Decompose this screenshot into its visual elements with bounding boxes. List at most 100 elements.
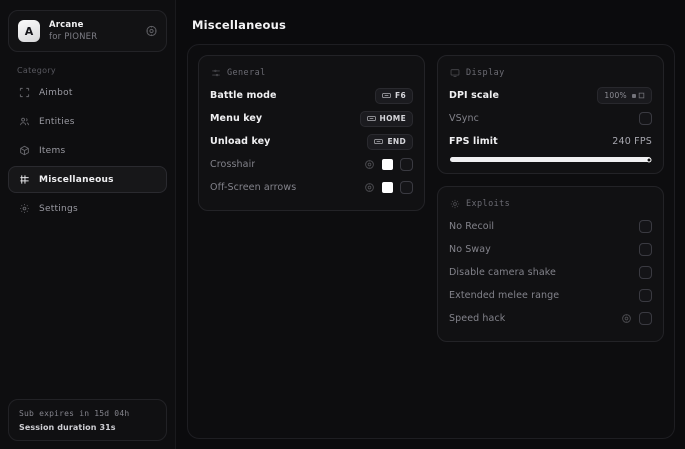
toggle-checkbox[interactable] [639, 289, 652, 302]
avatar: A [18, 20, 40, 42]
sliders-icon [210, 68, 221, 79]
sidebar-item-label: Items [39, 145, 66, 156]
exploits-panel-header: Exploits [449, 196, 652, 212]
keybind-value: F6 [395, 91, 406, 100]
subscription-status: Sub expires in 15d 04h [19, 409, 130, 418]
sidebar-item-label: Miscellaneous [39, 174, 114, 185]
profile-name: Arcane [49, 19, 84, 30]
row-label: Crosshair [210, 159, 256, 170]
toggle-checkbox[interactable] [639, 220, 652, 233]
gear-icon[interactable] [364, 159, 375, 170]
row-crosshair[interactable]: Crosshair [210, 153, 413, 176]
sidebar-item-items[interactable]: Items [8, 137, 167, 164]
toggle-checkbox[interactable] [639, 243, 652, 256]
row-dpi-scale[interactable]: DPI scale 100% [449, 84, 652, 107]
profile-card[interactable]: A Arcane for PIONER [8, 10, 167, 52]
row-label: No Sway [449, 244, 491, 255]
gear-icon [18, 203, 30, 215]
sidebar-nav: Aimbot Entities Items [8, 79, 167, 222]
exploits-panel: Exploits No Recoil No Sway [437, 186, 664, 342]
toggle-checkbox[interactable] [639, 112, 652, 125]
monitor-icon [449, 68, 460, 79]
dpi-scale-text: 100% [604, 91, 627, 100]
row-vsync[interactable]: VSync [449, 107, 652, 130]
profile-subtitle: for PIONER [49, 31, 98, 42]
row-control [639, 112, 652, 125]
right-column: Display DPI scale 100% [437, 55, 664, 342]
sidebar: A Arcane for PIONER Category Ai [0, 0, 176, 449]
sidebar-item-aimbot[interactable]: Aimbot [8, 79, 167, 106]
profile-text: Arcane for PIONER [49, 20, 97, 42]
status-card: Sub expires in 15d 04h Session duration … [8, 399, 167, 441]
main-content: Miscellaneous General [176, 0, 685, 449]
row-label: Unload key [210, 136, 271, 147]
sidebar-item-label: Aimbot [39, 87, 73, 98]
display-panel: Display DPI scale 100% [437, 55, 664, 174]
toggle-checkbox[interactable] [400, 158, 413, 171]
row-label: DPI scale [449, 90, 499, 101]
toggle-checkbox[interactable] [639, 266, 652, 279]
keybind-value: END [387, 137, 406, 146]
left-column: General Battle mode F6 Menu key [198, 55, 425, 211]
people-icon [18, 116, 30, 128]
row-control: F6 [375, 87, 413, 104]
keybind-value: HOME [379, 114, 406, 123]
keybind-button[interactable]: HOME [359, 110, 413, 127]
row-control: END [367, 133, 413, 150]
display-panel-header: Display [449, 65, 652, 81]
grid-icon [18, 174, 30, 186]
row-disable-camera-shake[interactable]: Disable camera shake [449, 261, 652, 284]
gear-icon[interactable] [364, 182, 375, 193]
row-label: Battle mode [210, 90, 277, 101]
row-label: FPS limit [449, 136, 498, 147]
row-no-recoil[interactable]: No Recoil [449, 215, 652, 238]
toggle-checkbox[interactable] [639, 312, 652, 325]
crosshair-icon [18, 87, 30, 99]
toggle-checkbox[interactable] [400, 181, 413, 194]
keybind-button[interactable]: END [367, 133, 413, 150]
row-control [364, 181, 413, 194]
general-panel-header: General [210, 65, 413, 81]
row-battle-mode[interactable]: Battle mode F6 [210, 84, 413, 107]
row-unload-key[interactable]: Unload key END [210, 130, 413, 153]
sidebar-item-entities[interactable]: Entities [8, 108, 167, 135]
row-control [364, 158, 413, 171]
color-swatch[interactable] [382, 159, 393, 170]
gear-icon[interactable] [145, 25, 158, 38]
row-label: VSync [449, 113, 479, 124]
row-control [621, 312, 652, 325]
color-swatch[interactable] [382, 182, 393, 193]
exploits-panel-title: Exploits [466, 199, 511, 209]
sidebar-item-label: Entities [39, 116, 75, 127]
sidebar-item-settings[interactable]: Settings [8, 195, 167, 222]
resize-icon [632, 92, 645, 99]
row-fps-limit[interactable]: FPS limit 240 FPS [449, 130, 652, 162]
row-no-sway[interactable]: No Sway [449, 238, 652, 261]
row-extended-melee-range[interactable]: Extended melee range [449, 284, 652, 307]
row-control: 100% [597, 87, 652, 104]
fps-limit-slider[interactable] [450, 157, 652, 162]
row-control [639, 266, 652, 279]
row-speed-hack[interactable]: Speed hack [449, 307, 652, 330]
row-label: Speed hack [449, 313, 506, 324]
row-offscreen-arrows[interactable]: Off-Screen arrows [210, 176, 413, 199]
gear-icon[interactable] [621, 313, 632, 324]
display-panel-title: Display [466, 68, 505, 78]
fps-limit-header: FPS limit 240 FPS [449, 130, 652, 153]
dpi-scale-value[interactable]: 100% [597, 87, 652, 104]
content-frame: General Battle mode F6 Menu key [187, 44, 675, 439]
general-panel: General Battle mode F6 Menu key [198, 55, 425, 211]
sidebar-item-label: Settings [39, 203, 78, 214]
general-panel-title: General [227, 68, 266, 78]
sidebar-item-miscellaneous[interactable]: Miscellaneous [8, 166, 167, 193]
slider-knob[interactable] [646, 157, 652, 162]
box-icon [18, 145, 30, 157]
row-label: Off-Screen arrows [210, 182, 297, 193]
category-label: Category [17, 66, 56, 75]
row-menu-key[interactable]: Menu key HOME [210, 107, 413, 130]
row-control [639, 243, 652, 256]
row-label: Disable camera shake [449, 267, 556, 278]
keybind-button[interactable]: F6 [375, 87, 413, 104]
page-title: Miscellaneous [192, 18, 287, 32]
